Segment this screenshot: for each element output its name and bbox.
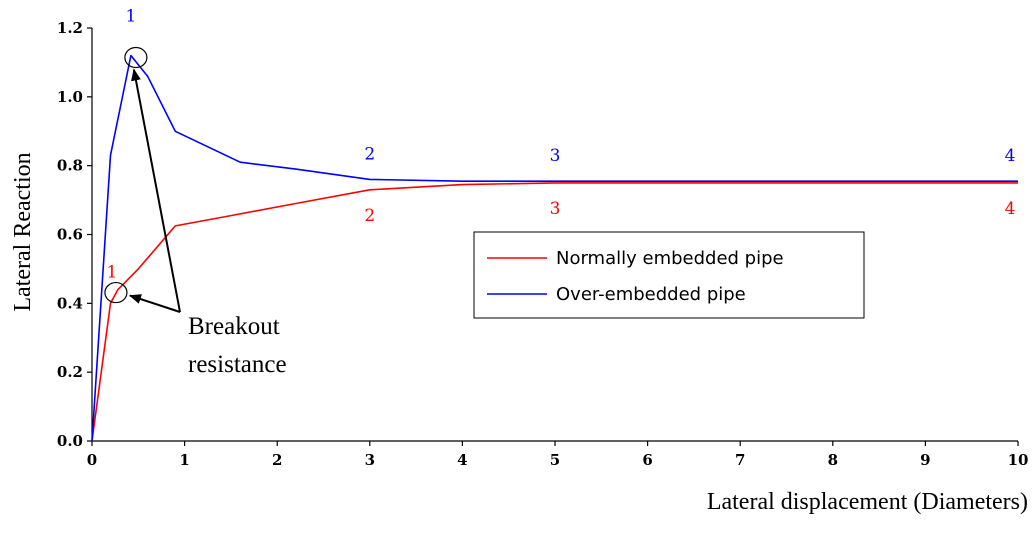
- x-axis-title: Lateral displacement (Diameters): [707, 489, 1028, 515]
- point-label: 1: [107, 263, 118, 283]
- y-tick-label: 1.0: [57, 88, 83, 106]
- x-tick-label: 1: [179, 451, 189, 469]
- point-label: 1: [125, 7, 136, 27]
- annotation-line-2: resistance: [188, 351, 287, 378]
- annotation-arrow: [131, 68, 181, 313]
- series-layer: [91, 54, 1018, 442]
- breakout-annotation: Breakout resistance: [104, 46, 287, 378]
- legend-box: [473, 231, 865, 319]
- point-label: 3: [550, 199, 561, 219]
- point-label: 4: [1005, 146, 1016, 166]
- x-tick-label: 5: [550, 451, 560, 469]
- x-tick-label: 6: [642, 451, 652, 469]
- point-label: 4: [1005, 199, 1016, 219]
- breakout-circle: [124, 46, 148, 69]
- legend-label-over: Over-embedded pipe: [556, 284, 746, 305]
- y-tick-label: 0.6: [57, 226, 83, 244]
- x-tick-label: 3: [365, 451, 375, 469]
- y-axis-title: Lateral Reaction: [10, 152, 36, 311]
- annotation-arrow: [128, 294, 181, 313]
- y-tick-label: 0.4: [57, 294, 83, 312]
- point-label: 2: [364, 144, 375, 164]
- x-tick-label: 0: [87, 451, 97, 469]
- x-tick-label: 2: [272, 451, 282, 469]
- annotation-line-1: Breakout: [188, 313, 280, 340]
- breakout-circle: [104, 281, 128, 304]
- point-labels-layer: 1 2 3 4 1 2 3 4: [107, 7, 1016, 283]
- y-tick-label: 0.2: [57, 363, 83, 381]
- legend-label-normal: Normally embedded pipe: [556, 248, 784, 269]
- x-tick-label: 4: [457, 451, 467, 469]
- legend: Normally embedded pipe Over-embedded pip…: [473, 231, 865, 319]
- point-label: 2: [364, 206, 375, 226]
- y-tick-label: 0.0: [57, 432, 83, 450]
- x-tick-label: 9: [920, 451, 930, 469]
- point-label: 3: [550, 146, 561, 166]
- y-tick-label: 0.8: [57, 157, 83, 175]
- y-axis-ticks: 0.0 0.2 0.4 0.6 0.8 1.0 1.2: [57, 19, 92, 450]
- series-line-over-embedded: [91, 54, 1018, 442]
- x-axis-ticks: 0 1 2 3 4 5 6 7 8 9 10: [87, 441, 1029, 469]
- series-line-normally-embedded: [91, 182, 1018, 442]
- y-tick-label: 1.2: [57, 19, 83, 37]
- x-tick-label: 10: [1008, 451, 1029, 469]
- x-tick-label: 7: [735, 451, 745, 469]
- x-tick-label: 8: [828, 451, 838, 469]
